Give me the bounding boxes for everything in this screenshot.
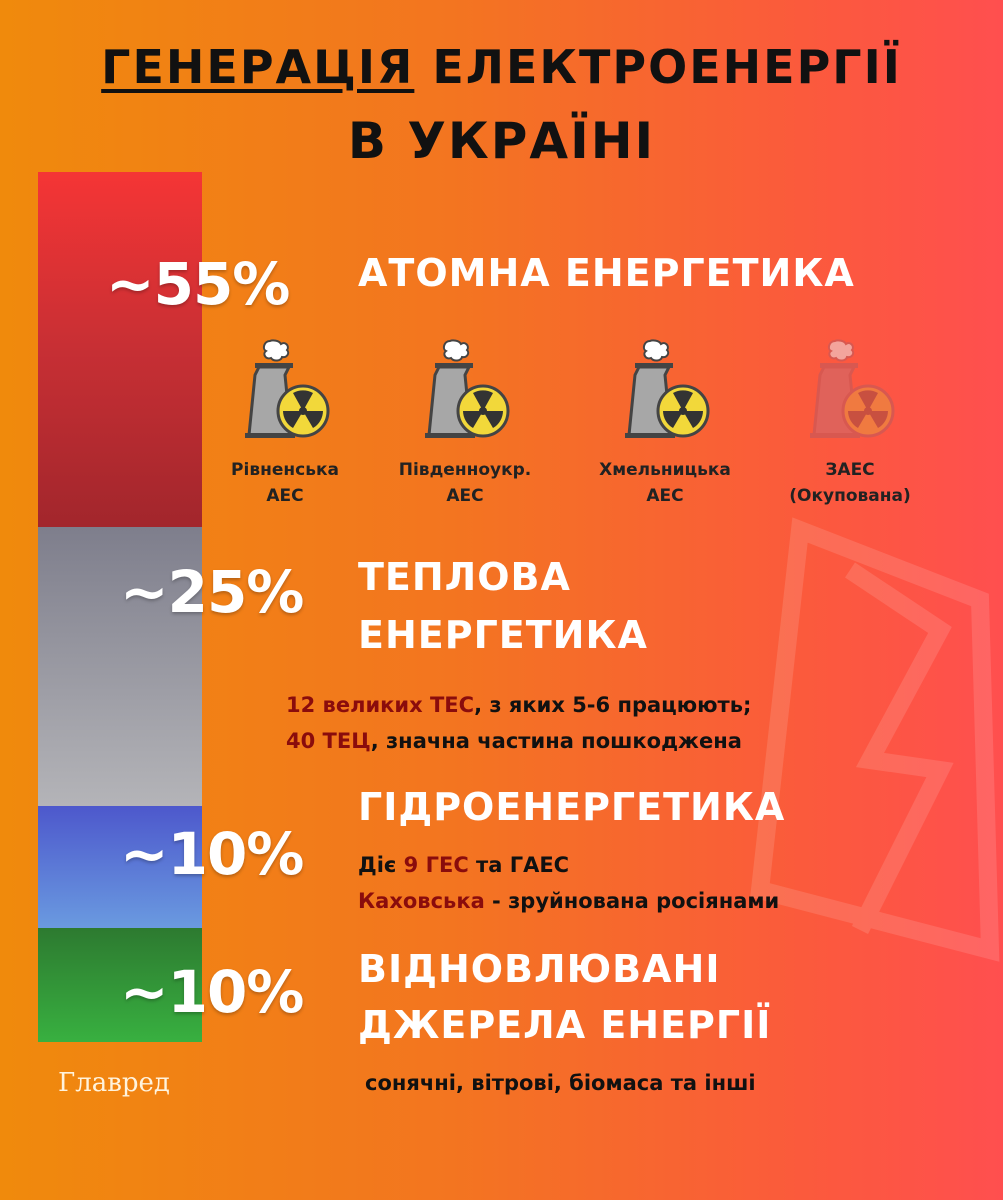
tec-damaged: , значна частина пошкоджена [370, 729, 742, 753]
text: та ГАЕС [468, 853, 570, 877]
tes-count: 12 великих ТЕС [286, 693, 475, 717]
plant-status: (Окупована) [789, 486, 911, 506]
heading-thermal-2: ЕНЕРГЕТИКА [358, 613, 648, 657]
renewable-note: сонячні, вітрові, біомаса та інші [365, 1071, 756, 1095]
data-label-thermal: ~25% [120, 558, 304, 626]
heading-renewable-1: ВІДНОВЛЮВАНІ [358, 947, 721, 991]
nuclear-plant-icon [625, 339, 710, 438]
heading-nuclear: АТОМНА ЕНЕРГЕТИКА [358, 251, 855, 295]
nuclear-plant: Рівненська АЕС [205, 335, 365, 509]
data-label-renewable: ~10% [120, 958, 304, 1026]
nuclear-plant: ЗАЕС (Окупована) [770, 335, 930, 509]
tes-working: , з яких 5-6 працюють; [474, 693, 752, 717]
bar-segment-renewable [38, 928, 202, 1042]
tec-count: 40 ТЕЦ [286, 729, 371, 753]
page-title-line2: В УКРАЇНІ [347, 112, 656, 170]
title-rest: ЕЛЕКТРОЕНЕРГІЇ [432, 40, 902, 94]
heading-hydro: ГІДРОЕНЕРГЕТИКА [358, 785, 786, 829]
text: Діє [358, 853, 404, 877]
plant-name: Хмельницька [599, 460, 731, 480]
nuclear-plant: Хмельницька АЕС [585, 335, 745, 509]
kakhovka: Каховська [358, 889, 485, 913]
nuclear-plant-icon [425, 339, 510, 438]
plant-name: ЗАЕС [825, 460, 875, 480]
data-label-nuclear: ~55% [106, 250, 290, 318]
heading-thermal-1: ТЕПЛОВА [358, 555, 571, 599]
nuclear-plant-icon-faded [810, 339, 895, 438]
plant-status: АЕС [646, 486, 684, 506]
plant-name: Рівненська [231, 460, 339, 480]
text: - зруйнована росіянами [484, 889, 780, 913]
bar-segment-nuclear [38, 172, 202, 527]
page-title: ГЕНЕРАЦІЯ ЕЛЕКТРОЕНЕРГІЇ [0, 40, 1003, 94]
title-underlined: ГЕНЕРАЦІЯ [101, 40, 415, 94]
plant-status: АЕС [266, 486, 304, 506]
ges-count: 9 ГЕС [403, 853, 469, 877]
bar-segment-hydro [38, 806, 202, 928]
bar-segment-thermal [38, 527, 202, 806]
plant-name: Південноукр. [398, 460, 532, 480]
glavred-logo: Главред [58, 1068, 170, 1098]
plant-status: АЕС [446, 486, 484, 506]
hydro-note-1: Діє 9 ГЕС та ГАЕС [358, 848, 569, 882]
nuclear-plant: Південноукр. АЕС [385, 335, 545, 509]
heading-renewable-2: ДЖЕРЕЛА ЕНЕРГІЇ [358, 1003, 772, 1047]
hydro-note-2: Каховська - зруйнована росіянами [358, 884, 779, 918]
data-label-hydro: ~10% [120, 820, 304, 888]
thermal-note-2: 40 ТЕЦ, значна частина пошкоджена [286, 724, 742, 758]
nuclear-plant-icon [245, 339, 330, 438]
lightning-warning-icon [750, 517, 1000, 962]
thermal-note-1: 12 великих ТЕС, з яких 5-6 працюють; [286, 688, 751, 722]
